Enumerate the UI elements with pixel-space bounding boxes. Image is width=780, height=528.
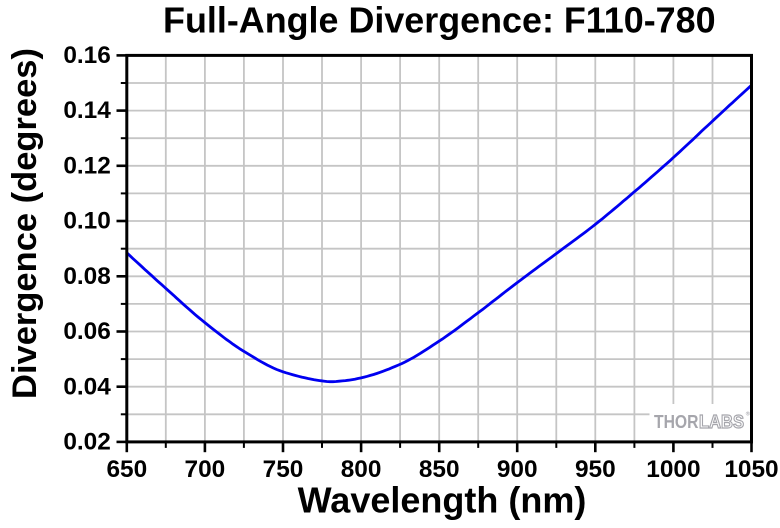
svg-text:0.14: 0.14 <box>63 97 111 124</box>
svg-text:Full-Angle Divergence: F110-78: Full-Angle Divergence: F110-780 <box>163 0 716 40</box>
svg-text:Divergence (degrees): Divergence (degrees) <box>6 48 44 399</box>
svg-text:700: 700 <box>185 456 226 483</box>
svg-text:®: ® <box>746 411 750 418</box>
svg-text:900: 900 <box>497 456 538 483</box>
svg-text:Wavelength (nm): Wavelength (nm) <box>298 479 587 520</box>
svg-text:850: 850 <box>419 456 460 483</box>
svg-text:0.02: 0.02 <box>63 429 110 456</box>
svg-text:THOR: THOR <box>654 412 699 432</box>
svg-text:0.16: 0.16 <box>63 42 110 69</box>
svg-text:1050: 1050 <box>724 456 778 483</box>
svg-text:950: 950 <box>575 456 616 483</box>
svg-text:0.04: 0.04 <box>63 373 111 400</box>
svg-text:800: 800 <box>341 456 382 483</box>
svg-text:750: 750 <box>263 456 304 483</box>
svg-text:LABS: LABS <box>699 412 744 432</box>
svg-text:650: 650 <box>106 456 147 483</box>
svg-text:0.10: 0.10 <box>63 208 110 235</box>
svg-text:0.08: 0.08 <box>63 263 110 290</box>
svg-text:1000: 1000 <box>646 456 700 483</box>
svg-text:0.12: 0.12 <box>63 152 110 179</box>
svg-text:0.06: 0.06 <box>63 318 110 345</box>
